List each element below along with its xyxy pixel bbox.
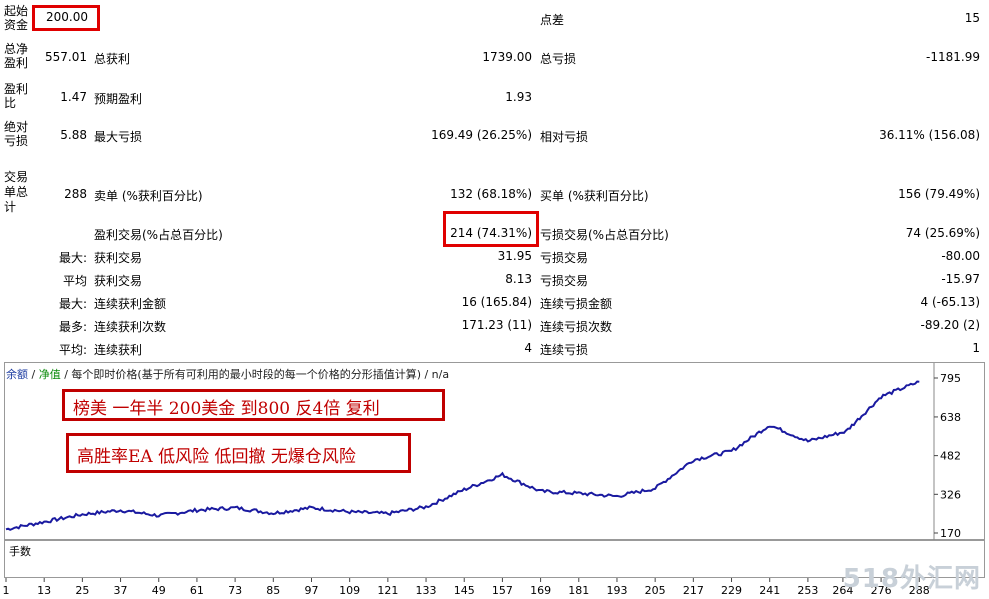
net-profit-value: 557.01 (45, 50, 87, 64)
max-drawdown-label: 最大亏损 (94, 130, 143, 144)
x-tick-label: 49 (152, 584, 166, 597)
long-trades-value: 156 (79.49%) (898, 187, 980, 201)
x-tick-label: 73 (228, 584, 242, 597)
subrow-mid-label: 获利交易 (94, 274, 143, 288)
header-text: / 每个即时价格(基于所有可利用的最小时段的每一个价格的分形插值计算) / n/… (64, 368, 450, 381)
x-tick-label: 133 (416, 584, 437, 597)
y-tick-label: 326 (940, 488, 961, 501)
subrow-right-value: -15.97 (941, 272, 980, 286)
subrow-prefix: 最大: (58, 297, 87, 311)
y-tick-label: 638 (940, 411, 961, 424)
x-tick-label: 37 (114, 584, 128, 597)
subrow-right-label: 亏损交易 (540, 274, 589, 288)
x-tick-label: 229 (721, 584, 742, 597)
subrow-right-label: 连续亏损 (540, 343, 589, 357)
x-tick-label: 205 (645, 584, 666, 597)
gross-profit-value: 1739.00 (482, 50, 532, 64)
subrow-prefix: 最多: (58, 320, 87, 334)
subrow-prefix: 平均 (62, 274, 87, 288)
gross-loss-label: 总亏损 (540, 52, 577, 66)
x-tick-label: 181 (568, 584, 589, 597)
x-tick-label: 193 (606, 584, 627, 597)
subrow-mid-label: 连续获利金额 (94, 297, 167, 311)
subrow-right-label: 亏损交易 (540, 251, 589, 265)
x-tick-label: 97 (304, 584, 318, 597)
x-tick-label: 25 (75, 584, 89, 597)
max-drawdown-value: 169.49 (26.25%) (431, 128, 532, 142)
loss-trades-label: 亏损交易(%占总百分比) (540, 228, 669, 242)
profit-factor-value: 1.47 (60, 90, 87, 104)
subrow-right-label: 连续亏损次数 (540, 320, 613, 334)
y-tick-label: 482 (940, 450, 961, 463)
subrow-mid-label: 获利交易 (94, 251, 143, 265)
subrow-right-value: 4 (-65.13) (920, 295, 981, 309)
net-profit-label: 总净盈利 (4, 42, 29, 70)
x-tick-label: 288 (909, 584, 930, 597)
subrow-mid-label: 连续获利 (94, 343, 143, 357)
expected-payoff-label: 预期盈利 (94, 92, 143, 106)
subrow-prefix: 最大: (58, 251, 87, 265)
watermark: 518外汇网 (842, 564, 981, 594)
profit-trades-label: 盈利交易(%占总百分比) (94, 228, 223, 242)
total-trades-label: 交易单总计 (4, 170, 29, 214)
gross-profit-label: 总获利 (94, 52, 131, 66)
x-tick-label: 253 (797, 584, 818, 597)
highlight-box-profit-trades (443, 211, 539, 247)
x-tick-label: 109 (339, 584, 360, 597)
spread-value: 15 (964, 11, 980, 25)
subrow-right-value: 1 (972, 341, 980, 355)
balance-line (5, 380, 920, 531)
annotation-title: 榜美 一年半 200美金 到800 反4倍 复利 (62, 389, 445, 421)
subrow-mid-value: 171.23 (11) (461, 318, 532, 332)
header-balance: 余额 (6, 368, 28, 381)
subrow-right-value: -80.00 (941, 249, 980, 263)
x-tick-label: 145 (454, 584, 475, 597)
loss-trades-value: 74 (25.69%) (905, 226, 980, 240)
subrow-mid-label: 连续获利次数 (94, 320, 167, 334)
gross-loss-value: -1181.99 (926, 50, 980, 64)
x-tick-label: 241 (759, 584, 780, 597)
initial-deposit-label: 起始资金 (4, 4, 29, 32)
x-tick-label: 157 (492, 584, 513, 597)
annotation-subtitle: 高胜率EA 低风险 低回撤 无爆仓风险 (66, 433, 411, 473)
subrow-right-value: -89.20 (2) (920, 318, 981, 332)
x-tick-label: 13 (37, 584, 51, 597)
subrow-mid-value: 31.95 (497, 249, 532, 263)
subrow-mid-value: 16 (165.84) (461, 295, 532, 309)
initial-deposit-value: 200.00 (46, 10, 88, 24)
long-trades-label: 买单 (%获利百分比) (540, 189, 649, 203)
x-tick-label: 1 (3, 584, 10, 597)
x-tick-label: 276 (871, 584, 892, 597)
spread-label: 点差 (540, 13, 565, 27)
rel-drawdown-label: 相对亏损 (540, 130, 589, 144)
short-trades-label: 卖单 (%获利百分比) (94, 189, 203, 203)
volume-panel: 手数 (4, 540, 985, 578)
subrow-mid-value: 4 (524, 341, 532, 355)
x-tick-label: 85 (266, 584, 280, 597)
x-tick-label: 264 (832, 584, 853, 597)
highlight-box-deposit (32, 5, 100, 31)
profit-factor-label: 盈利比 (4, 82, 29, 110)
abs-drawdown-value: 5.88 (60, 128, 87, 142)
rel-drawdown-value: 36.11% (156.08) (879, 128, 980, 142)
y-tick-label: 170 (940, 527, 961, 540)
expected-payoff-value: 1.93 (505, 90, 532, 104)
profit-trades-value: 214 (74.31%) (450, 226, 532, 240)
subrow-prefix: 平均: (58, 343, 87, 357)
x-tick-label: 169 (530, 584, 551, 597)
y-tick-label: 795 (940, 372, 961, 385)
x-tick-label: 61 (190, 584, 204, 597)
volume-label: 手数 (9, 545, 31, 558)
subrow-right-label: 连续亏损金额 (540, 297, 613, 311)
total-trades-value: 288 (64, 187, 87, 201)
header-equity: 净值 (38, 368, 61, 381)
chart-header: 余额 / 净值 / 每个即时价格(基于所有可利用的最小时段的每一个价格的分形插值… (6, 368, 450, 381)
abs-drawdown-label: 绝对亏损 (4, 120, 29, 148)
x-tick-label: 121 (377, 584, 398, 597)
short-trades-value: 132 (68.18%) (450, 187, 532, 201)
subrow-mid-value: 8.13 (505, 272, 532, 286)
x-tick-label: 217 (683, 584, 704, 597)
